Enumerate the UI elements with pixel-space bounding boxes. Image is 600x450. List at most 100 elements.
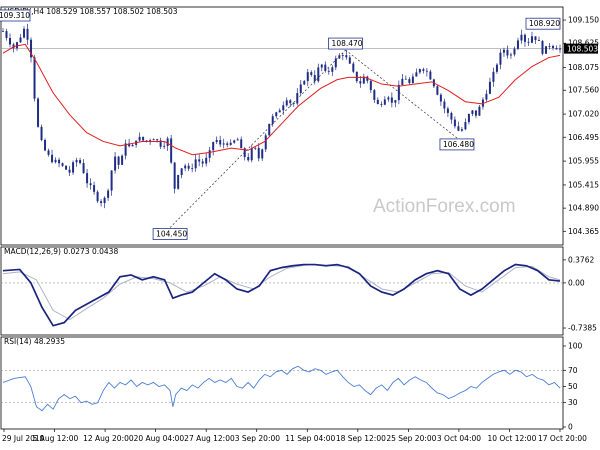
price-y-tick-label: 104.890 — [568, 204, 599, 213]
macd-y-tick-label: -0.7385 — [568, 324, 597, 333]
price-candle-body — [103, 197, 106, 204]
price-candle-body — [369, 80, 372, 91]
price-candle-body — [33, 57, 36, 99]
price-candle-body — [58, 159, 61, 164]
x-axis-tick-label: 11 Sep 04:00 — [285, 434, 335, 443]
price-candle-body — [436, 86, 439, 95]
macd-line — [2, 263, 561, 327]
price-candle-body — [149, 140, 152, 141]
price-candle-body — [12, 44, 15, 49]
price-candle-body — [23, 28, 26, 38]
price-candle-body — [180, 168, 183, 176]
rsi-line — [2, 365, 561, 412]
x-axis-tick-label: 27 Aug 12:00 — [184, 434, 235, 443]
price-candle-body — [205, 157, 208, 164]
price-annotation-label: 106.480 — [443, 140, 474, 149]
price-annotations: 109.310 104.450 108.470 106.480 108.920 — [0, 9, 561, 240]
price-trendline — [169, 49, 346, 228]
price-candle-body — [261, 149, 264, 159]
price-candle-body — [68, 169, 71, 173]
price-annotation-box — [152, 228, 188, 240]
price-candle-body — [509, 54, 512, 56]
price-candle-body — [520, 34, 523, 41]
price-candle-body — [51, 154, 54, 163]
price-candle-body — [453, 119, 456, 127]
price-candle-body — [429, 71, 432, 80]
price-candle-body — [534, 36, 537, 41]
last-price-box — [564, 43, 598, 54]
price-candle-body — [86, 173, 89, 184]
price-candle-body — [124, 143, 127, 156]
price-candle-body — [233, 140, 236, 143]
price-candle-body — [306, 72, 309, 82]
price-candle-body — [474, 110, 477, 116]
price-annotation-label: 109.310 — [0, 11, 30, 20]
price-candle-body — [317, 67, 320, 82]
price-candle-body — [131, 144, 134, 147]
price-candle-body — [156, 139, 159, 141]
price-candle-body — [82, 163, 85, 174]
price-candle-body — [555, 47, 558, 50]
price-candle-body — [313, 75, 316, 82]
watermark-text: ActionForex.com — [373, 196, 516, 217]
price-candle-body — [411, 76, 414, 83]
price-candle-body — [152, 139, 155, 141]
price-moving-average — [2, 43, 561, 156]
price-candle-body — [93, 185, 96, 192]
price-candle-body — [236, 139, 239, 141]
price-candle-body — [271, 116, 274, 124]
price-candle-body — [19, 37, 22, 43]
price-candle-body — [359, 81, 362, 84]
price-candle-body — [194, 159, 197, 169]
price-candle-body — [296, 93, 299, 104]
rsi-panel — [0, 336, 564, 430]
price-candle-body — [390, 97, 393, 103]
price-candle-body — [383, 99, 386, 105]
price-candle-body — [327, 70, 330, 72]
price-annotation-label: 108.470 — [332, 39, 363, 48]
x-axis-tick-label: 3 Oct 04:00 — [437, 434, 481, 443]
price-candle-body — [240, 139, 243, 149]
price-candle-body — [9, 37, 12, 45]
price-y-axis: 109.150 108.625 108.075 107.560 107.020 106.4… — [563, 16, 599, 236]
price-candle-body — [222, 143, 225, 145]
price-candle-body — [404, 78, 407, 80]
price-candle-body — [513, 48, 516, 55]
price-candle-body — [334, 58, 337, 68]
rsi-layer: 100 70 50 30 0 — [1, 342, 583, 432]
price-candle-body — [467, 114, 470, 123]
price-candle-body — [380, 103, 383, 105]
price-annotation-label: 104.450 — [156, 230, 187, 239]
price-candle-body — [345, 55, 348, 58]
price-candle-body — [198, 159, 201, 162]
price-candle-body — [460, 129, 463, 131]
rsi-y-tick-label: 50 — [568, 382, 578, 391]
price-candle-body — [75, 160, 78, 163]
price-candle-body — [2, 31, 4, 32]
macd-panel-title: MACD(12,26,9) 0.0273 0.0438 — [4, 247, 118, 256]
price-candle-body — [485, 93, 488, 100]
price-candle-body — [107, 190, 110, 198]
price-candle-body — [257, 147, 260, 159]
x-axis-tick-label: 5 Aug 12:00 — [33, 434, 79, 443]
price-candle-body — [537, 40, 540, 41]
price-candle-body — [219, 139, 222, 145]
price-candle-body — [142, 136, 145, 141]
price-candle-body — [163, 145, 166, 147]
price-candle-body — [492, 71, 495, 82]
x-axis-tick-label: 3 Sep 20:00 — [235, 434, 281, 443]
price-candle-body — [72, 162, 75, 173]
last-price-label: 108.503 — [567, 45, 598, 54]
price-candle-body — [30, 39, 33, 58]
price-candle-body — [285, 100, 288, 106]
price-candle-body — [26, 28, 29, 40]
price-candle-body — [187, 165, 190, 169]
price-candle-body — [464, 122, 467, 130]
x-axis-tick-label: 18 Sep 12:00 — [336, 434, 386, 443]
price-candle-body — [548, 46, 551, 47]
price-candle-body — [373, 90, 376, 100]
price-y-tick-label: 107.560 — [568, 86, 599, 95]
price-y-tick-label: 108.075 — [568, 63, 599, 72]
price-candle-body — [114, 156, 117, 171]
